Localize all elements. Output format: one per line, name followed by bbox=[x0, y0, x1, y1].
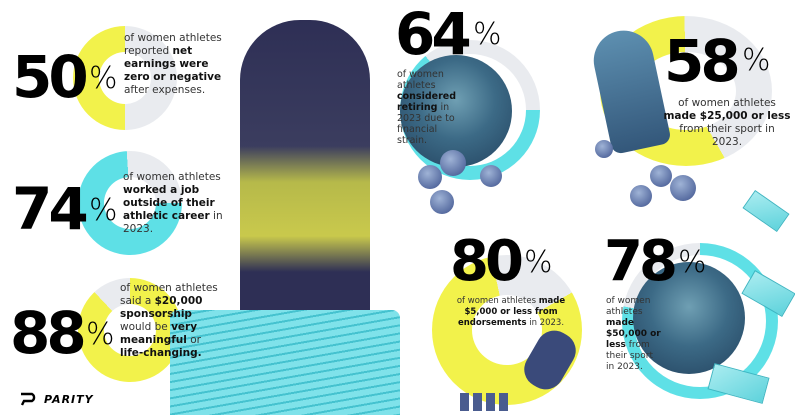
description-text: of women athletes bbox=[123, 171, 221, 183]
highlight-text: life-changing. bbox=[120, 347, 202, 359]
stat-description-64: of women athletes considered retiring in… bbox=[397, 69, 469, 146]
percent-sign: % bbox=[473, 17, 502, 52]
donut-74 bbox=[78, 151, 182, 255]
dollar-bill-icon bbox=[742, 189, 790, 233]
description-text: from their sport in 2023. bbox=[606, 340, 653, 372]
stat-value-78: 78 bbox=[604, 229, 678, 294]
highlight-text: made $50,000 or less bbox=[606, 318, 661, 350]
coin-icon bbox=[430, 190, 454, 214]
brand-name: PARITY bbox=[44, 392, 94, 406]
highlight-text: net earnings were zero or negative bbox=[124, 45, 222, 83]
description-text: after expenses. bbox=[124, 84, 206, 96]
highlight-text: very meaningful bbox=[120, 321, 198, 346]
coin-icon bbox=[670, 175, 696, 201]
stat-description-74: of women athletes worked a job outside o… bbox=[123, 171, 223, 236]
description-text: of women athletes bbox=[606, 296, 651, 317]
highlight-text: considered retiring bbox=[397, 91, 457, 113]
parity-logo[interactable]: PARITY bbox=[20, 392, 94, 406]
coin-icon bbox=[418, 165, 442, 189]
stat-value-80: 80 bbox=[450, 229, 524, 294]
money-stack-image bbox=[170, 310, 400, 415]
donut-88 bbox=[78, 278, 182, 382]
rugby-athlete-photo bbox=[400, 55, 512, 167]
description-text: of women athletes said a bbox=[120, 282, 218, 307]
coin-icon bbox=[480, 165, 502, 187]
highlight-text: worked a job outside of their athletic c… bbox=[123, 184, 215, 222]
description-text: would be bbox=[120, 321, 172, 333]
description-text: in 2023. bbox=[526, 318, 565, 328]
percent-sign: % bbox=[742, 43, 771, 78]
coin-icon bbox=[595, 140, 613, 158]
stat-description-50: of women athletes reported net earnings … bbox=[124, 32, 224, 97]
stat-value-88: 88 bbox=[10, 299, 87, 367]
percent-sign: % bbox=[89, 61, 118, 96]
description-text: of women athletes bbox=[397, 69, 444, 91]
stat-value-64: 64 bbox=[395, 0, 472, 68]
description-text: in 2023. bbox=[123, 210, 223, 235]
percent-sign: % bbox=[678, 245, 707, 280]
percent-sign: % bbox=[524, 245, 553, 280]
volleyball-athlete-photo bbox=[633, 262, 745, 374]
coin-icon bbox=[650, 165, 672, 187]
stat-description-80: of women athletes made $5,000 or less fr… bbox=[448, 296, 574, 329]
description-text: in 2023 due to financial strain. bbox=[397, 102, 455, 146]
description-text: of women athletes reported bbox=[124, 32, 222, 57]
highlight-text: made $5,000 or less from endorsements bbox=[457, 296, 566, 328]
stat-value-58: 58 bbox=[664, 27, 741, 95]
percent-sign: % bbox=[89, 193, 118, 228]
parity-p-logo-icon bbox=[20, 392, 36, 406]
coin-stacks-image bbox=[460, 393, 510, 411]
description-text: of women athletes bbox=[678, 97, 776, 109]
coin-icon bbox=[440, 150, 466, 176]
donut-50 bbox=[73, 26, 177, 130]
highlight-text: made $25,000 or less bbox=[663, 110, 791, 122]
highlight-text: $20,000 sponsorship bbox=[120, 295, 203, 320]
coin-icon bbox=[630, 185, 652, 207]
stat-value-50: 50 bbox=[12, 43, 89, 111]
stat-description-88: of women athletes said a $20,000 sponsor… bbox=[120, 282, 224, 360]
stat-description-58: of women athletes made $25,000 or less f… bbox=[663, 97, 791, 149]
percent-sign: % bbox=[86, 317, 115, 352]
stat-description-78: of women athletes made $50,000 or less f… bbox=[606, 296, 662, 373]
description-text: of women athletes bbox=[456, 296, 539, 306]
stat-value-74: 74 bbox=[12, 175, 89, 243]
description-text: or bbox=[186, 334, 201, 346]
description-text: from their sport in 2023. bbox=[679, 123, 775, 148]
